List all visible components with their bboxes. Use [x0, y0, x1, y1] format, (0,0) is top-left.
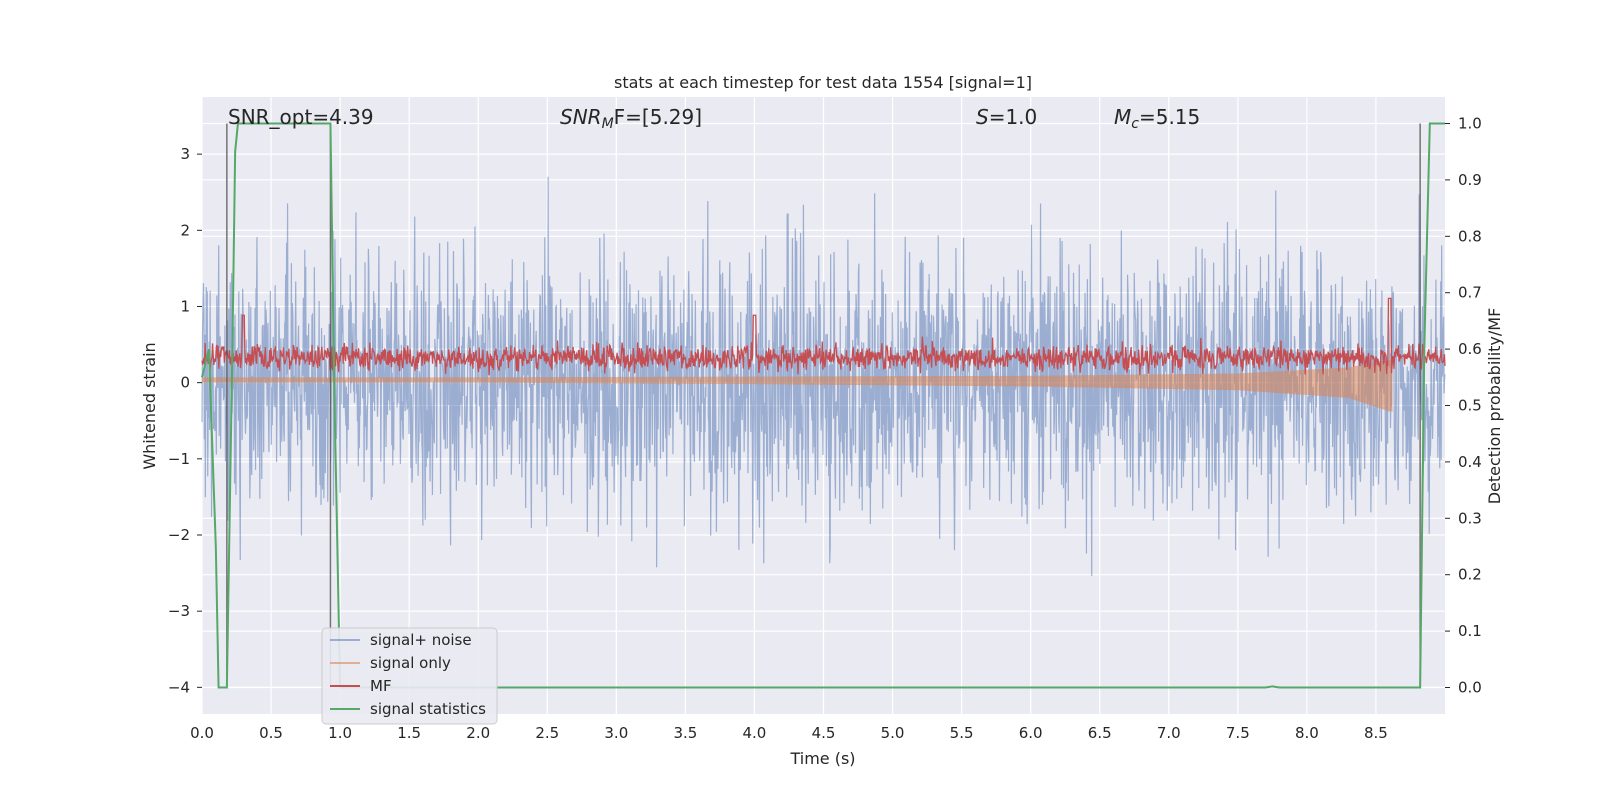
y-tick-label-right: 0.6 [1458, 340, 1482, 358]
mf-line [201, 297, 1446, 376]
y-tick-label-left: 0 [180, 374, 190, 392]
y-tick-label-right: 1.0 [1458, 115, 1482, 133]
x-tick-label: 7.5 [1226, 724, 1250, 742]
x-tick-label: 0.0 [190, 724, 214, 742]
mc-annotation: Mc=5.15 [1114, 105, 1200, 132]
y-tick-label-right: 0.5 [1458, 397, 1482, 415]
x-tick-label: 5.0 [881, 724, 905, 742]
x-tick-label: 2.0 [466, 724, 490, 742]
y-tick-label-right: 0.8 [1458, 227, 1482, 245]
y-tick-label-right: 0.9 [1458, 171, 1482, 189]
x-tick-label: 0.5 [259, 724, 283, 742]
y-tick-label-left: −3 [168, 602, 190, 620]
x-tick-label: 4.5 [812, 724, 836, 742]
y-tick-label-left: 1 [180, 297, 190, 315]
x-tick-label: 3.5 [673, 724, 697, 742]
signal-only-band [202, 359, 1393, 412]
s-annotation: S=1.0 [976, 105, 1037, 129]
x-tick-label: 1.0 [328, 724, 352, 742]
x-tick-label: 1.5 [397, 724, 421, 742]
y-tick-label-right: 0.2 [1458, 566, 1482, 584]
legend: signal+ noise signal only MF signal stat… [321, 627, 498, 725]
signal-only-series [202, 359, 1393, 412]
chart-title: stats at each timestep for test data 155… [614, 73, 1032, 92]
x-tick-label: 8.0 [1295, 724, 1319, 742]
legend-label-signal-only: signal only [370, 654, 451, 672]
x-axis-ticks: 0.0 0.5 1.0 1.5 2.0 2.5 3.0 3.5 4.0 4.5 5.0 5.5 6.0 6… [190, 724, 1388, 742]
x-tick-label: 4.0 [743, 724, 767, 742]
y-tick-label-left: 3 [180, 145, 190, 163]
x-tick-label: 8.5 [1364, 724, 1388, 742]
y-tick-label-right: 0.1 [1458, 622, 1482, 640]
x-tick-label: 6.5 [1088, 724, 1112, 742]
y-tick-label-right: 0.3 [1458, 509, 1482, 527]
x-axis-label: Time (s) [789, 749, 855, 768]
mf-series [201, 297, 1446, 376]
legend-label-mf: MF [370, 677, 392, 695]
x-tick-label: 3.0 [604, 724, 628, 742]
vertical-markers [226, 123, 1421, 688]
y-tick-label-left: −4 [168, 678, 190, 696]
y-tick-label-right: 0.0 [1458, 678, 1482, 696]
x-tick-label: 2.5 [535, 724, 559, 742]
y-tick-label-right: 0.7 [1458, 284, 1482, 302]
y-tick-label-right: 0.4 [1458, 453, 1482, 471]
legend-label-signal-noise: signal+ noise [370, 631, 472, 649]
x-tick-label: 5.5 [950, 724, 974, 742]
snr-opt-annotation: SNR_opt=4.39 [228, 105, 374, 129]
x-tick-label: 6.0 [1019, 724, 1043, 742]
snr-mf-annotation: SNRMF=[5.29] [560, 105, 702, 132]
legend-label-signal-statistics: signal statistics [370, 700, 486, 718]
y-tick-label-left: 2 [180, 221, 190, 239]
legend-box [321, 627, 498, 725]
y-axis-right-ticks: 0.0 0.1 0.2 0.3 0.4 0.5 0.6 0.7 0.8 0.9 1.0 [1445, 115, 1482, 696]
y-tick-label-left: −2 [168, 526, 190, 544]
y-tick-label-left: −1 [168, 450, 190, 468]
x-tick-label: 7.0 [1157, 724, 1181, 742]
y-axis-right-label: Detection probability/MF [1485, 308, 1504, 505]
y-axis-left-ticks: −4 −3 −2 −1 0 1 2 3 [168, 145, 202, 696]
y-axis-left-label: Whitened strain [140, 342, 159, 469]
